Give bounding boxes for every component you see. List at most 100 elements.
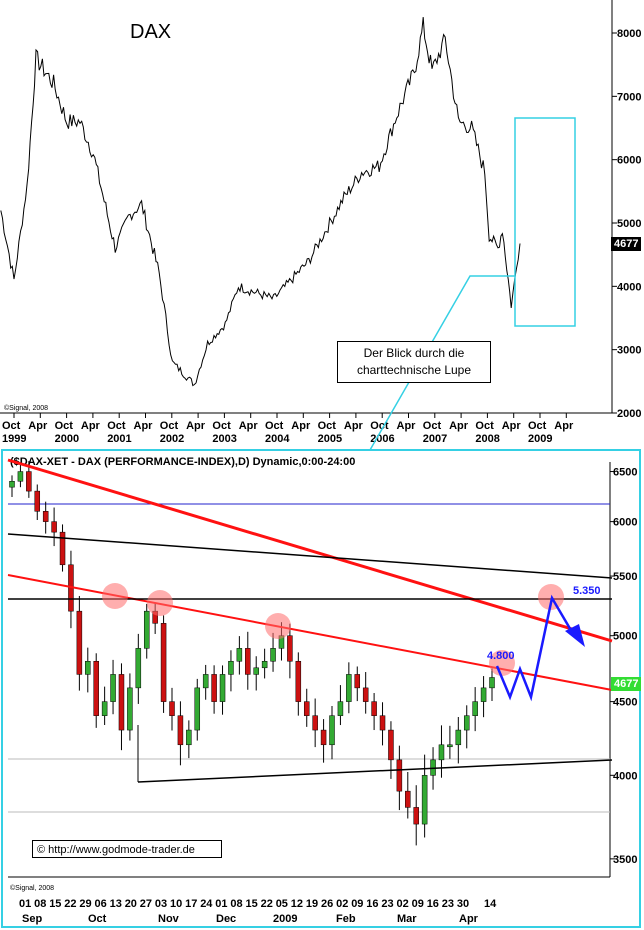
x-tick-year: 2009 bbox=[528, 433, 552, 445]
top-copyright: ©Signal, 2008 bbox=[4, 404, 48, 412]
candle-down bbox=[379, 715, 386, 731]
candle-up bbox=[194, 687, 201, 731]
x-tick-day: 10 bbox=[170, 898, 182, 910]
x-tick-year: 1999 bbox=[2, 433, 26, 445]
x-tick-day: 15 bbox=[246, 898, 258, 910]
candle-up bbox=[202, 674, 209, 689]
candle-down bbox=[320, 729, 327, 746]
candle-up bbox=[219, 674, 226, 702]
y-tick-label: 3500 bbox=[613, 854, 637, 866]
x-tick-day: 23 bbox=[381, 898, 393, 910]
candle-down bbox=[388, 729, 394, 761]
candle-down bbox=[362, 687, 369, 702]
x-tick-year: 2006 bbox=[370, 433, 394, 445]
candle-down bbox=[287, 635, 293, 662]
y-tick-label: 6000 bbox=[613, 517, 637, 529]
candle-down bbox=[93, 660, 99, 716]
x-tick-day: 22 bbox=[64, 898, 76, 910]
upper-red-trendline bbox=[7, 458, 613, 643]
x-tick-month: Oct bbox=[160, 420, 179, 432]
candle-up bbox=[253, 667, 259, 675]
bottom-gridlines bbox=[8, 503, 610, 813]
candle-up bbox=[228, 660, 234, 675]
x-tick-month: Oct bbox=[475, 420, 494, 432]
bottom-panel: ($DAX-XET - DAX (PERFORMANCE-INDEX),D) D… bbox=[7, 456, 637, 925]
candle-down bbox=[59, 531, 66, 566]
x-tick-year: 2008 bbox=[475, 433, 499, 445]
callout-leader-line bbox=[369, 275, 515, 451]
forecast-arrowhead bbox=[565, 624, 585, 647]
x-tick-day: 08 bbox=[34, 898, 46, 910]
x-tick-month: Oct bbox=[2, 420, 21, 432]
x-tick-day: 03 bbox=[155, 898, 167, 910]
x-tick-month: Apr bbox=[502, 420, 522, 432]
candle-down bbox=[405, 790, 411, 808]
candle-up bbox=[346, 674, 352, 702]
y-tick-label: 8000 bbox=[617, 28, 641, 40]
x-tick-year: 2004 bbox=[265, 433, 290, 445]
x-tick-day: 22 bbox=[261, 898, 273, 910]
candle-down bbox=[169, 701, 175, 716]
x-tick-day: 26 bbox=[321, 898, 333, 910]
x-tick-day: 24 bbox=[200, 898, 213, 910]
touch-markers bbox=[102, 583, 564, 676]
url-box: © http://www.godmode-trader.de bbox=[32, 840, 222, 858]
x-tick-year: 2007 bbox=[423, 433, 447, 445]
x-tick-month: Apr bbox=[344, 420, 364, 432]
bottom-month-labels: Sep Oct Nov Dec 2009 Feb Mar Apr bbox=[22, 913, 479, 925]
candle-down bbox=[354, 674, 361, 689]
candle-down bbox=[303, 701, 310, 716]
x-tick-month: Apr bbox=[186, 420, 206, 432]
top-y-ticks: 2000 3000 4000 5000 6000 7000 8000 bbox=[612, 28, 641, 420]
x-tick-year: 2003 bbox=[212, 433, 236, 445]
candle-up bbox=[463, 715, 470, 731]
x-tick-day: 08 bbox=[230, 898, 242, 910]
x-tick-month: Oct bbox=[55, 420, 74, 432]
touch-marker bbox=[147, 590, 173, 616]
candle-up bbox=[480, 687, 487, 702]
x-tick-year: 2005 bbox=[318, 433, 342, 445]
x-tick-day: 05 bbox=[276, 898, 288, 910]
x-tick-month: Apr bbox=[449, 420, 469, 432]
candle-down bbox=[295, 660, 302, 702]
candle-up bbox=[85, 660, 91, 675]
candle-up bbox=[101, 701, 108, 716]
candle-down bbox=[118, 674, 125, 731]
candle-down bbox=[211, 674, 217, 702]
x-tick-month: Oct bbox=[212, 420, 231, 432]
y-tick-label: 2000 bbox=[617, 408, 641, 420]
y-tick-label: 5000 bbox=[617, 218, 641, 230]
y-tick-label: 4000 bbox=[613, 770, 637, 782]
candle-up bbox=[489, 677, 495, 689]
candle-up bbox=[421, 775, 428, 825]
y-tick-label: 7000 bbox=[617, 91, 641, 103]
x-tick-day: 16 bbox=[366, 898, 378, 910]
candle-down bbox=[371, 701, 377, 716]
target-label-4800: 4.800 bbox=[487, 650, 515, 662]
touch-marker bbox=[489, 650, 515, 676]
x-tick-day: 09 bbox=[351, 898, 363, 910]
x-tick-day: 17 bbox=[185, 898, 197, 910]
x-tick-month: Oct bbox=[107, 420, 126, 432]
candle-up bbox=[9, 481, 15, 488]
x-month-label: 2009 bbox=[273, 913, 297, 925]
x-month-label: Mar bbox=[397, 913, 417, 925]
callout-note: Der Blick durch die charttechnische Lupe bbox=[337, 341, 491, 383]
x-tick-month: Apr bbox=[239, 420, 259, 432]
x-tick-day: 01 bbox=[19, 898, 31, 910]
x-tick-year: 2002 bbox=[160, 433, 184, 445]
candle-up bbox=[17, 471, 24, 482]
y-tick-label: 4500 bbox=[613, 697, 637, 709]
candle-down bbox=[413, 807, 419, 825]
x-tick-day: 13 bbox=[110, 898, 122, 910]
candle-up bbox=[337, 701, 344, 716]
url-label[interactable]: http://www.godmode-trader.de bbox=[48, 844, 195, 856]
black-downtrend-line bbox=[7, 533, 613, 579]
x-tick-day: 09 bbox=[412, 898, 424, 910]
x-tick-day: 14 bbox=[484, 898, 497, 910]
bottom-chart-title: ($DAX-XET - DAX (PERFORMANCE-INDEX),D) D… bbox=[10, 456, 355, 468]
candle-down bbox=[26, 471, 32, 492]
candle-up bbox=[270, 648, 276, 662]
